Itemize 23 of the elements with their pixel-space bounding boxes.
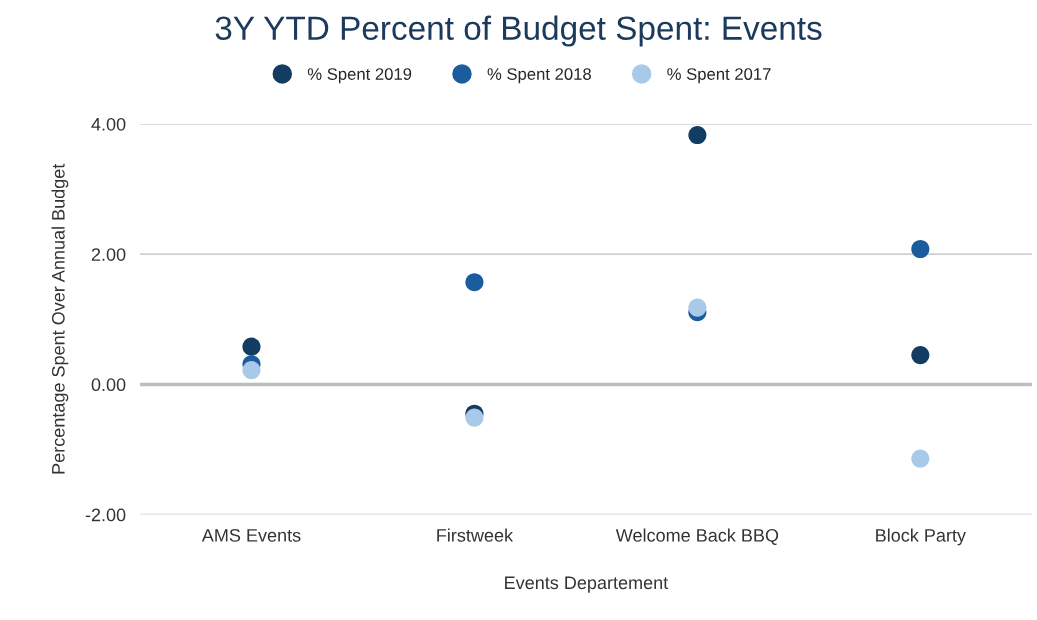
point <box>465 408 484 427</box>
chart-title: 3Y YTD Percent of Budget Spent: Events <box>215 15 822 47</box>
legend-label: % Spent 2017 <box>667 68 771 84</box>
legend-label: % Spent 2019 <box>307 68 412 84</box>
x-tick-label: Block Party <box>876 528 966 546</box>
legend-label: % Spent 2018 <box>487 68 591 84</box>
point <box>911 449 930 468</box>
x-tick-label: AMS Events <box>201 528 301 542</box>
y-axis-title: Percentage Spent Over Annual Budget <box>51 163 69 474</box>
point <box>465 273 484 292</box>
point <box>911 239 930 259</box>
x-tick-label: Welcome Back BBQ <box>615 528 779 545</box>
x-axis-title: Events Departement <box>505 576 669 593</box>
y-tick-label: 0.00 <box>91 378 126 392</box>
point <box>688 298 707 317</box>
point <box>242 361 261 380</box>
point <box>911 346 930 365</box>
y-tick-label: 2.00 <box>91 248 126 261</box>
point <box>688 126 707 145</box>
point <box>242 337 261 356</box>
y-tick-label: 4.00 <box>91 117 126 131</box>
x-tick-label: Firstweek <box>437 528 514 542</box>
y-tick-label: -2.00 <box>85 508 126 522</box>
